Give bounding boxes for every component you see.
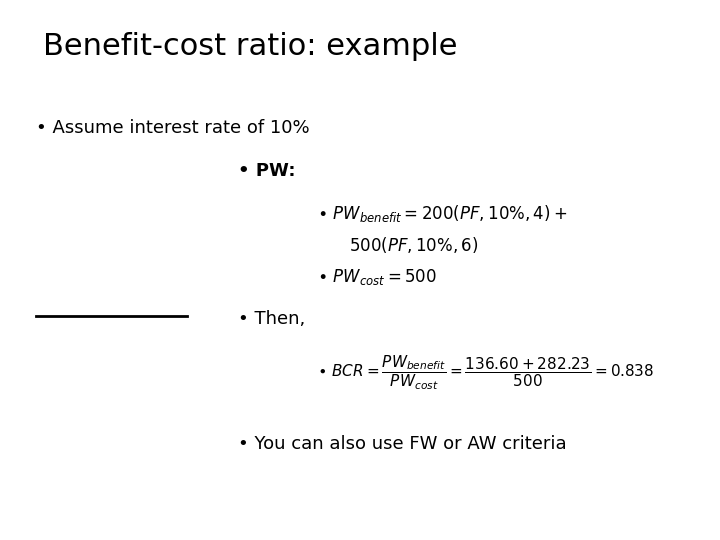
Text: $\bullet\ BCR = \dfrac{PW_{benefit}}{PW_{cost}} = \dfrac{136.60+282.23}{500} = 0: $\bullet\ BCR = \dfrac{PW_{benefit}}{PW_… (317, 354, 654, 392)
Text: • Assume interest rate of 10%: • Assume interest rate of 10% (36, 119, 310, 137)
Text: Benefit-cost ratio: example: Benefit-cost ratio: example (43, 32, 458, 62)
Text: • PW:: • PW: (238, 162, 295, 180)
Text: $\bullet\ PW_{cost} = 500$: $\bullet\ PW_{cost} = 500$ (317, 267, 437, 287)
Text: $\bullet\ PW_{benefit} = 200(PF, 10\%, 4) +$: $\bullet\ PW_{benefit} = 200(PF, 10\%, 4… (317, 202, 567, 224)
Text: • You can also use FW or AW criteria: • You can also use FW or AW criteria (238, 435, 566, 453)
Text: • Then,: • Then, (238, 310, 305, 328)
Text: $500(PF, 10\%, 6)$: $500(PF, 10\%, 6)$ (349, 235, 479, 255)
